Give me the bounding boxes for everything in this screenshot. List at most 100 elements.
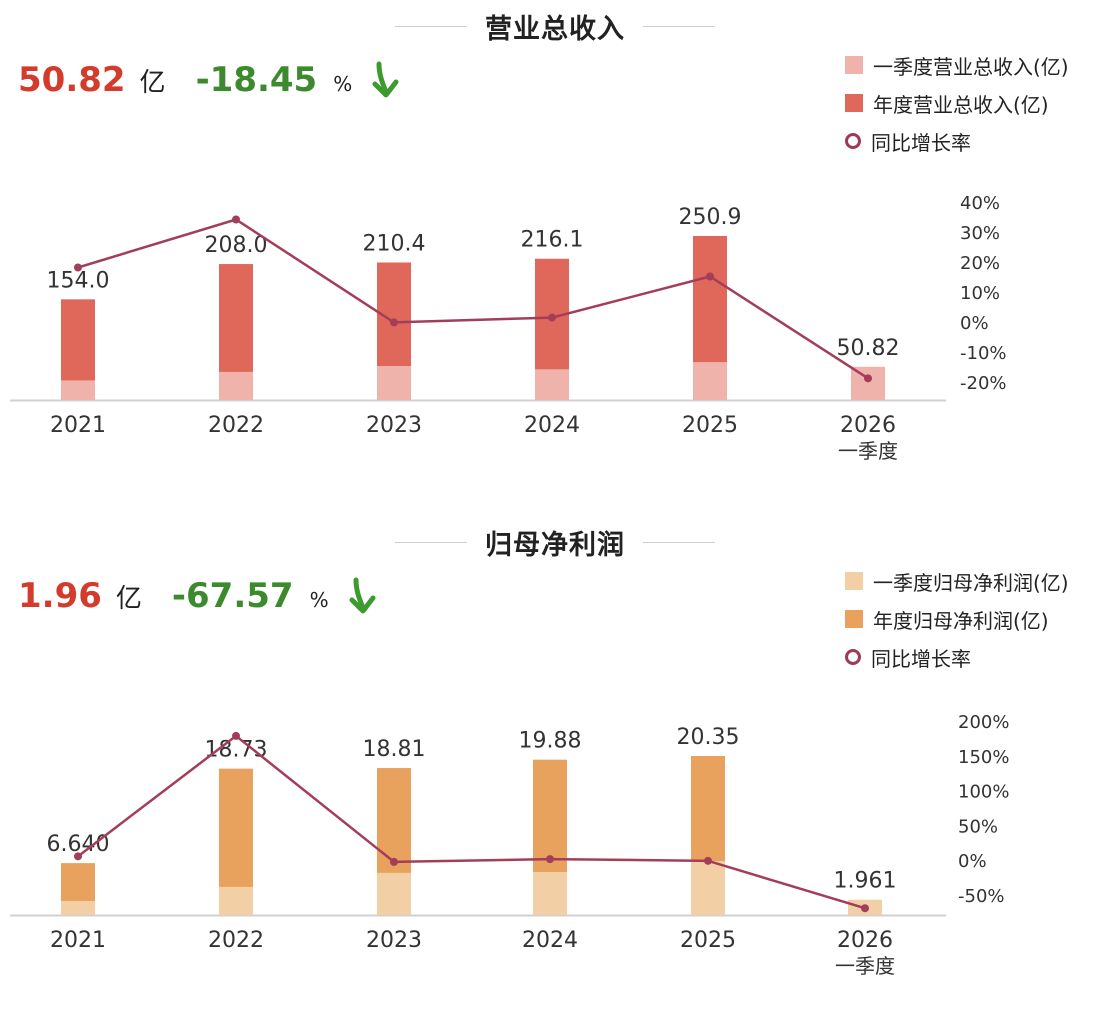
- legend-label-q1: 一季度归母净利润(亿): [873, 570, 1069, 595]
- growth-rate-point-2024: [548, 313, 556, 322]
- legend-swatch-annual: [845, 94, 863, 112]
- y-right-tick-label: -20%: [960, 373, 1007, 394]
- data-label-2024: 216.1: [521, 228, 584, 253]
- q1-bar-2022: [219, 371, 253, 400]
- revenue-chart: 154.0 2021 208.0 2022 210.4 2023 216.1 2024 250.…: [10, 193, 1007, 463]
- legend-item-q1: 一季度归母净利润(亿): [845, 562, 1069, 600]
- chart-title-wrap: 归母净利润: [395, 522, 715, 562]
- y-right-tick-label: 150%: [958, 747, 1009, 768]
- x-tick-sublabel-2026: 一季度: [838, 439, 898, 463]
- title-divider-left: [395, 541, 467, 543]
- y-right-tick-label: -10%: [960, 343, 1007, 364]
- kpi-summary: 50.82 亿 -18.45 %: [18, 60, 400, 110]
- kpi-change: -18.45: [195, 60, 318, 100]
- growth-rate-point-2022: [232, 215, 240, 224]
- title-divider-right: [643, 541, 715, 543]
- y-right-tick-label: 0%: [960, 313, 989, 334]
- y-right-tick-label: 100%: [958, 782, 1009, 803]
- growth-rate-line: [77, 218, 869, 380]
- data-label-2021: 154.0: [47, 268, 110, 293]
- x-tick-label-2021: 2021: [50, 413, 106, 438]
- growth-rate-point-2026: [861, 904, 869, 913]
- down-arrow-icon: [349, 577, 376, 614]
- growth-rate-point-2025: [706, 272, 714, 281]
- x-tick-label-2026: 2026: [840, 413, 896, 438]
- legend-item-annual: 年度营业总收入(亿): [845, 84, 1069, 122]
- growth-rate-point-2021: [74, 852, 82, 861]
- growth-rate-point-2024: [546, 855, 554, 864]
- legend-item-growth: 同比增长率: [845, 638, 1069, 676]
- chart-legend: 一季度营业总收入(亿) 年度营业总收入(亿) 同比增长率: [845, 46, 1069, 160]
- growth-rate-point-2026: [864, 374, 872, 383]
- kpi-value: 1.96: [18, 576, 102, 616]
- revenue-panel: 营业总收入 50.82 亿 -18.45 % 一季度营业总收入(亿) 年度营业总…: [0, 0, 1118, 493]
- kpi-percent-sign: %: [333, 72, 353, 96]
- y-right-tick-label: 50%: [958, 816, 998, 837]
- legend-label-growth: 同比增长率: [871, 646, 971, 671]
- legend-label-q1: 一季度营业总收入(亿): [873, 54, 1069, 79]
- x-tick-label-2022: 2022: [208, 413, 264, 438]
- q1-bar-2024: [535, 369, 569, 400]
- legend-swatch-growth: [845, 649, 861, 665]
- net-profit-chart: 6.640202118.73202218.81202319.88202420.3…: [10, 712, 1009, 978]
- chart-title: 营业总收入: [485, 13, 625, 45]
- q1-bar-2021: [61, 900, 95, 915]
- y-right-tick-label: 30%: [960, 223, 1000, 244]
- kpi-change: -67.57: [171, 576, 294, 616]
- kpi-unit: 亿: [139, 68, 166, 98]
- x-tick-label-2023: 2023: [366, 928, 422, 953]
- data-label-2022: 18.73: [205, 738, 268, 763]
- chart-legend: 一季度归母净利润(亿) 年度归母净利润(亿) 同比增长率: [845, 562, 1069, 676]
- legend-swatch-q1: [845, 56, 863, 74]
- legend-label-growth: 同比增长率: [871, 130, 971, 155]
- growth-rate-point-2021: [74, 263, 82, 272]
- q1-bar-2021: [61, 380, 95, 400]
- y-right-tick-label: -50%: [958, 886, 1005, 907]
- y-right-tick-label: 10%: [960, 283, 1000, 304]
- chart-title: 归母净利润: [485, 529, 625, 561]
- legend-swatch-annual: [845, 610, 863, 628]
- q1-bar-2023: [377, 872, 411, 915]
- x-tick-label-2023: 2023: [366, 413, 422, 438]
- x-tick-label-2024: 2024: [522, 928, 578, 953]
- x-tick-label-2021: 2021: [50, 928, 106, 953]
- data-label-2025: 250.9: [679, 205, 742, 230]
- q1-bar-2025: [693, 362, 727, 400]
- title-divider-left: [395, 25, 467, 27]
- x-tick-sublabel-2026: 一季度: [835, 954, 895, 978]
- kpi-unit: 亿: [115, 584, 142, 614]
- growth-rate-point-2023: [390, 318, 398, 327]
- x-tick-label-2022: 2022: [208, 928, 264, 953]
- x-tick-label-2025: 2025: [682, 413, 738, 438]
- data-label-2023: 18.81: [363, 737, 426, 762]
- kpi-summary: 1.96 亿 -67.57 %: [18, 576, 377, 626]
- y-right-tick-label: 20%: [960, 253, 1000, 274]
- legend-swatch-q1: [845, 572, 863, 590]
- growth-rate-point-2025: [704, 856, 712, 865]
- y-right-tick-label: 40%: [960, 193, 1000, 214]
- title-divider-right: [643, 25, 715, 27]
- growth-rate-point-2023: [390, 857, 398, 866]
- kpi-value: 50.82: [18, 60, 126, 100]
- data-label-2022: 208.0: [205, 233, 268, 258]
- data-label-2026: 1.961: [834, 869, 897, 894]
- q1-bar-2023: [377, 366, 411, 400]
- data-label-2024: 19.88: [519, 729, 582, 754]
- chart-title-wrap: 营业总收入: [395, 6, 715, 46]
- q1-bar-2024: [533, 872, 567, 915]
- legend-label-annual: 年度归母净利润(亿): [873, 608, 1049, 633]
- data-label-2025: 20.35: [677, 725, 740, 750]
- data-label-2026: 50.82: [837, 336, 900, 361]
- x-tick-label-2026: 2026: [837, 928, 893, 953]
- y-right-tick-label: 0%: [958, 851, 987, 872]
- x-tick-label-2025: 2025: [680, 928, 736, 953]
- legend-item-annual: 年度归母净利润(亿): [845, 600, 1069, 638]
- legend-item-growth: 同比增长率: [845, 122, 1069, 160]
- x-tick-label-2024: 2024: [524, 413, 580, 438]
- legend-item-q1: 一季度营业总收入(亿): [845, 46, 1069, 84]
- net-profit-panel: 归母净利润 1.96 亿 -67.57 % 一季度归母净利润(亿) 年度归母净利…: [0, 516, 1118, 1009]
- growth-rate-point-2022: [232, 731, 240, 740]
- down-arrow-icon: [372, 61, 399, 98]
- y-right-tick-label: 200%: [958, 712, 1009, 733]
- q1-bar-2025: [691, 861, 725, 915]
